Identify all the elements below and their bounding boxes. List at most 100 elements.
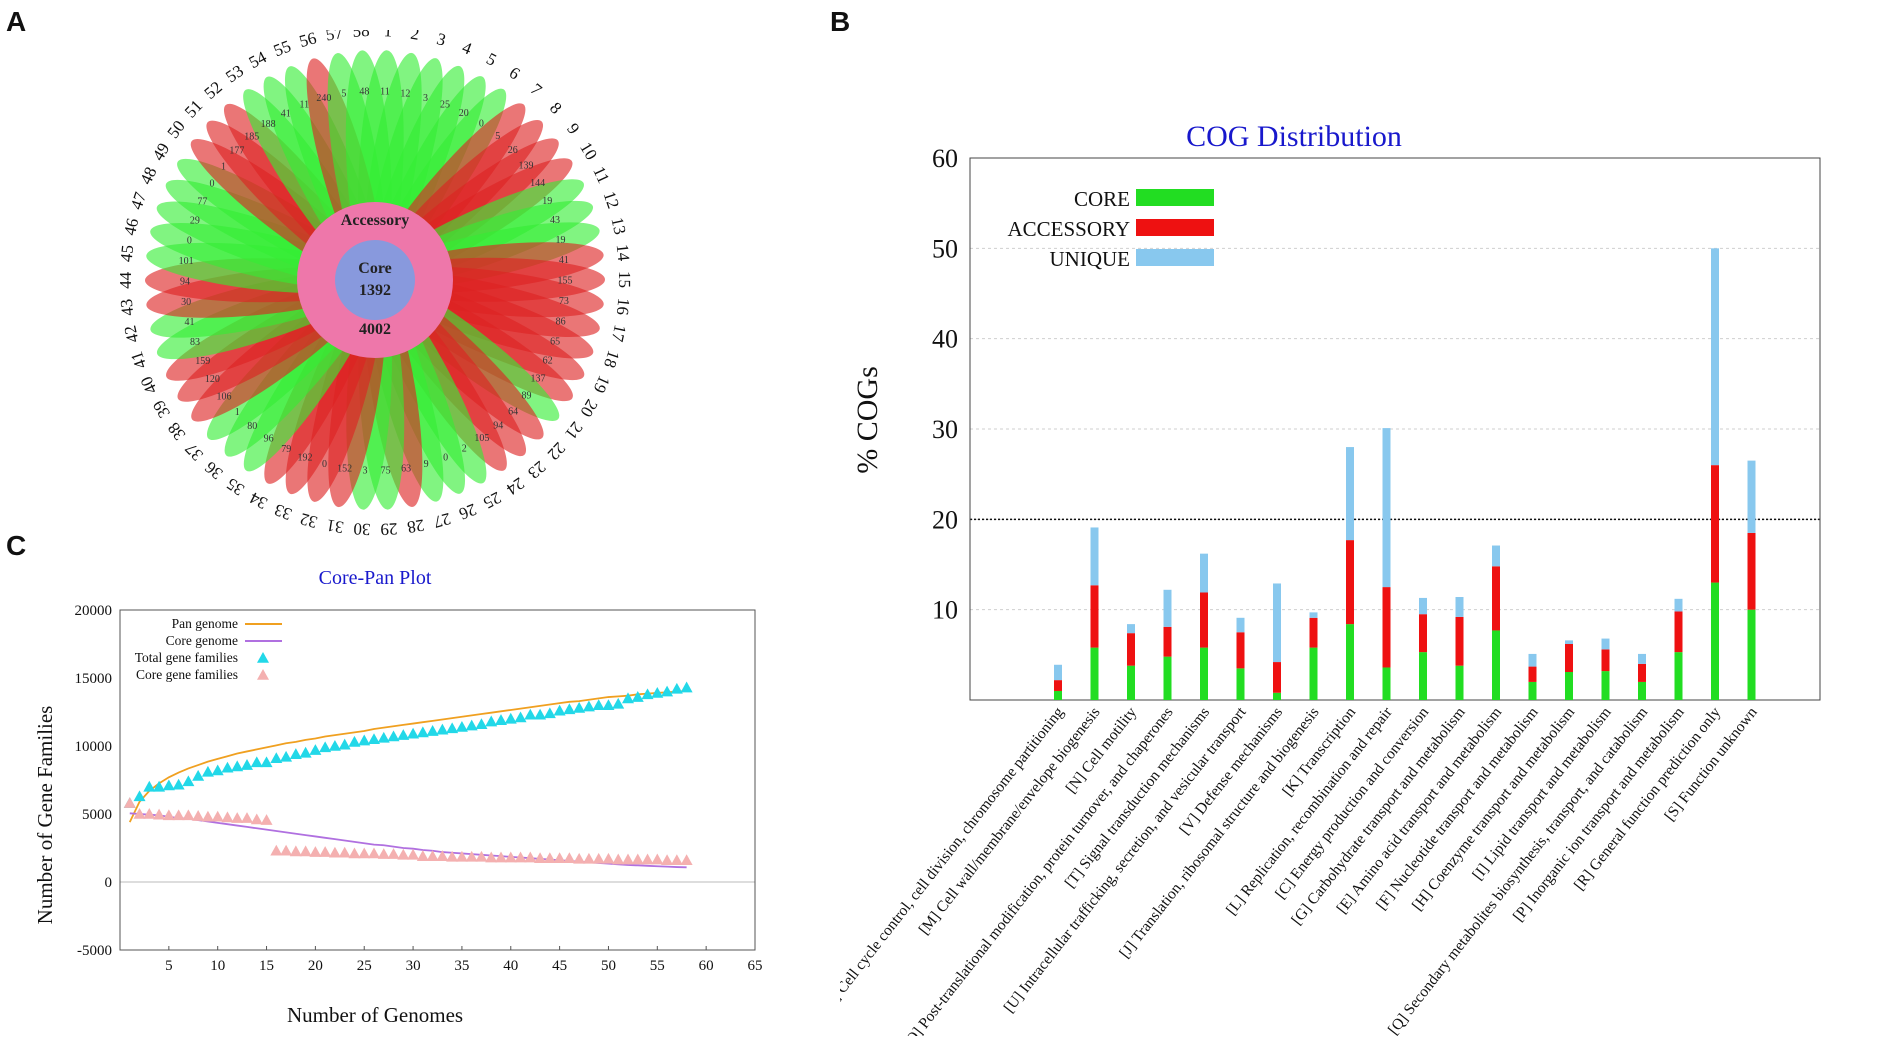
core-gene-family-point	[250, 813, 263, 825]
cog-plot-frame	[969, 157, 1821, 701]
genome-label: 33	[272, 500, 295, 524]
core-gene-family-point	[602, 852, 615, 864]
total-gene-family-point	[455, 720, 468, 732]
genome-label: 27	[431, 509, 453, 532]
petal-value: 3	[363, 466, 368, 477]
genome-label: 29	[380, 519, 398, 539]
cog-bar-accessory	[1455, 616, 1464, 666]
core-gene-family-point	[133, 808, 146, 819]
core-pan-ytick-label: -5000	[77, 943, 112, 959]
petal-value: 30	[181, 297, 191, 308]
core-pan-ytick-label: 15000	[75, 671, 113, 687]
core-pan-xtick-label: 25	[357, 958, 372, 974]
total-gene-family-point	[514, 711, 527, 723]
genome-label: 18	[600, 348, 623, 370]
petal-value: 77	[197, 197, 207, 208]
genome-label: 40	[137, 373, 161, 396]
total-gene-family-point	[231, 760, 244, 772]
core-gene-family-point	[524, 851, 537, 863]
total-gene-family-point	[495, 714, 507, 725]
total-gene-family-point	[631, 691, 644, 702]
cog-legend-label: UNIQUE	[1050, 247, 1130, 271]
genome-label: 4	[459, 38, 474, 59]
genome-label: 12	[600, 189, 623, 211]
genome-label: 52	[201, 77, 226, 102]
cog-ytick-label: 10	[932, 596, 958, 625]
total-gene-family-point	[475, 718, 488, 730]
core-gene-family-point	[192, 810, 205, 821]
cog-bar-accessory	[1346, 540, 1354, 625]
core-gene-family-point	[504, 851, 517, 863]
petal-value: 63	[401, 463, 411, 474]
core-gene-family-point	[260, 814, 273, 825]
genome-label: 39	[149, 397, 174, 421]
petal-value: 11	[380, 86, 390, 97]
cog-legend-label: ACCESSORY	[1007, 217, 1130, 241]
petal-value: 65	[550, 336, 560, 347]
core-pan-xtick-label: 40	[503, 958, 518, 974]
cog-bar-unique	[1273, 583, 1281, 663]
genome-label: 43	[120, 298, 137, 317]
total-gene-family-point	[641, 688, 654, 700]
core-pan-xtick-label: 65	[748, 958, 763, 974]
core-gene-family-point	[358, 847, 371, 859]
genome-label: 7	[527, 80, 546, 100]
petal-value: 20	[459, 108, 469, 119]
core-gene-family-point	[407, 848, 420, 860]
cog-legend-swatch	[1136, 189, 1214, 206]
cog-bar-accessory	[1711, 465, 1719, 583]
core-gene-family-point	[397, 848, 410, 860]
genome-label: 13	[607, 216, 629, 237]
genome-label: 31	[325, 516, 345, 537]
genome-label: 37	[181, 439, 207, 465]
cog-bar-accessory	[1747, 532, 1756, 610]
cog-bar-core	[1090, 647, 1099, 700]
total-gene-family-point	[162, 779, 175, 791]
core-pan-plot: Core-Pan Plot -5000 0 5000 10000 15000 20000 5…	[33, 567, 763, 1027]
total-gene-family-point	[543, 707, 556, 719]
core-circle	[335, 240, 415, 320]
petal-value: 1	[235, 407, 240, 418]
petal-value: 139	[519, 161, 534, 172]
petal-value: 5	[495, 131, 500, 142]
petal-value: 73	[559, 296, 569, 307]
petal-value: 80	[247, 421, 257, 432]
petal-value: 9	[424, 459, 429, 470]
core-gene-family-point	[143, 808, 156, 819]
total-gene-family-point	[143, 780, 156, 792]
core-pan-legend-label: Pan genome	[172, 616, 238, 631]
cog-bar-unique	[1309, 612, 1318, 618]
petal-value: 79	[281, 444, 291, 455]
cog-bar-core	[1309, 647, 1318, 700]
petal-value: 64	[508, 406, 518, 417]
core-pan-xtick-label: 5	[165, 958, 173, 974]
core-pan-xtick-label: 15	[259, 958, 274, 974]
core-gene-family-point	[436, 850, 449, 861]
core-gene-family-point	[534, 852, 547, 863]
core-gene-family-point	[270, 844, 283, 856]
cog-bar-core	[1127, 665, 1135, 700]
core-gene-family-point	[612, 853, 625, 865]
petal-value: 5	[341, 89, 346, 100]
genome-label: 11	[589, 163, 613, 186]
core-gene-family-point	[446, 850, 459, 862]
petal-value: 185	[244, 131, 259, 142]
cog-bar-accessory	[1419, 614, 1427, 653]
core-pan-frame	[119, 609, 756, 951]
cog-bar-core	[1674, 652, 1683, 700]
petal-value: 152	[337, 464, 352, 475]
petal-value: 89	[521, 391, 531, 402]
core-gene-family-point	[241, 812, 253, 823]
core-gene-family-point	[299, 845, 312, 857]
core-gene-family-point	[592, 852, 605, 864]
total-gene-family-point	[289, 748, 302, 759]
core-gene-family-point	[573, 852, 586, 864]
total-gene-family-point	[573, 701, 586, 713]
genome-label: 30	[353, 519, 371, 539]
petal-value: 25	[440, 99, 450, 110]
total-gene-family-point	[309, 744, 322, 755]
genome-label: 32	[298, 509, 319, 532]
total-gene-family-point	[270, 752, 283, 764]
petal-value: 240	[316, 93, 331, 104]
total-gene-family-point	[582, 700, 595, 712]
